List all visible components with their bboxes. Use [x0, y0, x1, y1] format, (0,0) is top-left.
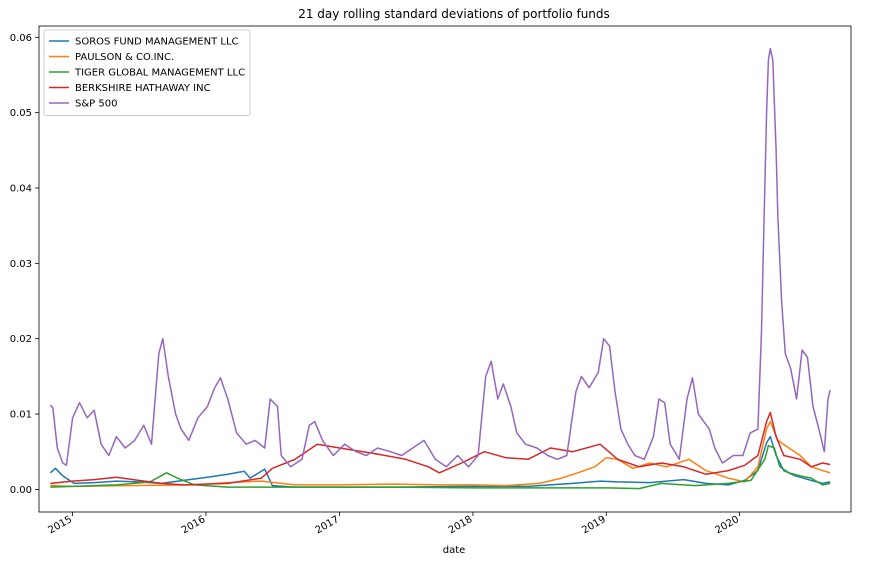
series-line-berkshire-hathaway-inc	[50, 411, 831, 486]
y-tick-label: 0.01	[10, 410, 32, 421]
legend-label: SOROS FUND MANAGEMENT LLC	[75, 37, 239, 48]
chart-title: 21 day rolling standard deviations of po…	[298, 7, 610, 21]
y-tick-label: 0.03	[10, 259, 32, 270]
legend: SOROS FUND MANAGEMENT LLC PAULSON & CO.IN…	[43, 29, 251, 116]
legend-label: S&P 500	[75, 99, 117, 110]
series-line-soros-fund-management-llc	[49, 435, 831, 488]
legend-label: TIGER GLOBAL MANAGEMENT LLC	[74, 68, 245, 79]
legend-label: BERKSHIRE HATHAWAY INC	[75, 83, 211, 94]
y-tick-label: 0.04	[10, 184, 32, 195]
series-lines	[49, 47, 831, 490]
y-tick-label: 0.05	[10, 108, 32, 119]
series-line-tiger-global-management-llc	[50, 444, 831, 490]
legend-box	[43, 29, 251, 116]
y-axis: 0.00 0.01 0.02 0.03 0.04 0.05 0.06	[10, 33, 39, 496]
x-axis-label: date	[443, 545, 466, 556]
y-tick-label: 0.00	[10, 485, 32, 496]
plot-frame	[38, 25, 852, 513]
series-line-s-p-500	[49, 47, 831, 468]
y-tick-label: 0.02	[10, 334, 32, 345]
y-tick-label: 0.06	[10, 33, 32, 44]
legend-label: PAULSON & CO.INC.	[75, 52, 174, 63]
